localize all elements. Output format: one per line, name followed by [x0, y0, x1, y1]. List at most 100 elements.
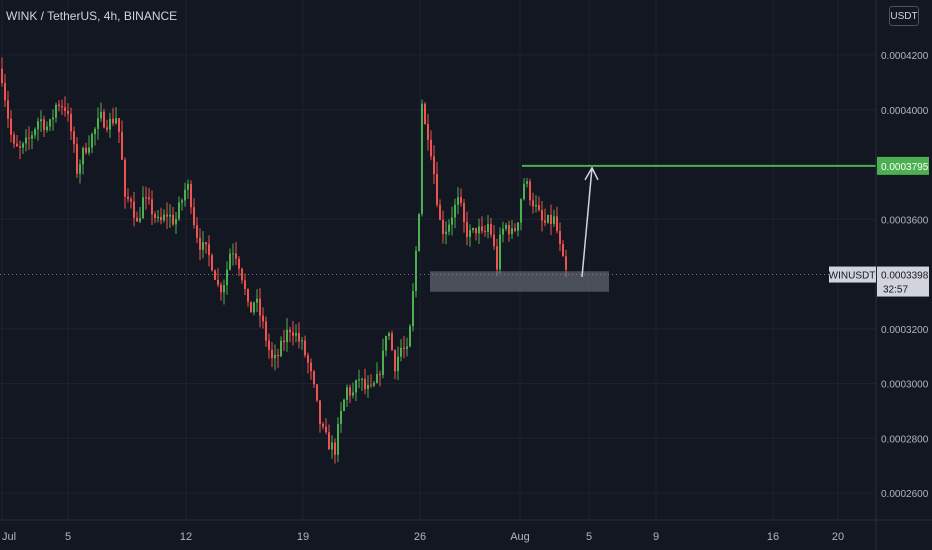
candle-body	[58, 104, 60, 107]
candle-body	[214, 270, 216, 280]
candle-body	[544, 220, 546, 223]
candle	[298, 322, 300, 349]
candle-body	[337, 423, 339, 455]
candle	[172, 206, 174, 227]
candle	[442, 210, 444, 244]
candle-body	[100, 111, 102, 119]
price-tick-label: 0.0002800	[881, 434, 929, 445]
candle	[502, 221, 504, 243]
currency-button[interactable]: USDT	[889, 6, 919, 26]
candle-body	[247, 289, 249, 302]
candle	[235, 242, 237, 265]
candle	[385, 335, 387, 357]
candle-body	[517, 222, 519, 231]
candle	[199, 228, 201, 260]
candle	[523, 178, 525, 201]
candle-body	[538, 204, 540, 211]
candle	[136, 211, 138, 222]
candle	[124, 157, 126, 209]
candle	[193, 198, 195, 229]
candle	[289, 326, 291, 343]
candle	[283, 329, 285, 351]
candle-body	[127, 196, 129, 200]
candle-body	[154, 214, 156, 219]
candle	[274, 344, 276, 371]
candle-body	[184, 189, 186, 201]
candle	[430, 130, 432, 161]
candle-body	[532, 200, 534, 207]
candle-body	[4, 83, 6, 101]
candle-body	[463, 203, 465, 222]
candle-body	[499, 234, 501, 270]
candle	[7, 91, 9, 129]
candle	[40, 110, 42, 133]
candle-body	[85, 147, 87, 153]
candle-body	[151, 199, 153, 215]
candle	[478, 218, 480, 244]
candle	[409, 324, 411, 348]
candle-body	[367, 384, 369, 389]
candle-body	[361, 378, 363, 380]
candle	[151, 190, 153, 226]
candle	[181, 198, 183, 211]
candle-body	[475, 227, 477, 234]
candle-body	[61, 106, 63, 108]
candle	[394, 349, 396, 379]
candle-body	[391, 333, 393, 351]
candle	[34, 127, 36, 139]
candle-body	[16, 143, 18, 147]
arrow-shaft[interactable]	[581, 167, 593, 278]
candle	[379, 370, 381, 387]
candle-body	[325, 426, 327, 433]
candle-body	[373, 382, 375, 386]
candle-body	[64, 107, 66, 112]
candle-body	[40, 119, 42, 122]
candle-body	[301, 340, 303, 342]
candle-body	[199, 237, 201, 250]
candle-body	[43, 119, 45, 131]
time-tick-label: 26	[414, 531, 426, 543]
candle	[382, 338, 384, 379]
candle-body	[370, 384, 372, 386]
candle	[109, 112, 111, 139]
candle	[187, 179, 189, 199]
candle	[145, 186, 147, 210]
time-tick-label: 5	[586, 531, 592, 543]
candle-body	[232, 253, 234, 255]
price-tick-label: 0.0002600	[881, 489, 929, 500]
candle	[481, 216, 483, 234]
target-price-badge	[877, 156, 929, 175]
candle	[544, 208, 546, 227]
candle	[262, 307, 264, 329]
candle-body	[172, 214, 174, 225]
support-zone[interactable]	[430, 271, 609, 292]
countdown-label: 32:57	[883, 285, 908, 296]
candle-body	[421, 103, 423, 214]
candle-body	[451, 217, 453, 225]
candle-body	[181, 200, 183, 203]
candle	[280, 336, 282, 358]
candle	[127, 188, 129, 203]
candle	[487, 214, 489, 239]
candle	[73, 126, 75, 153]
candle	[49, 118, 51, 132]
candle	[328, 424, 330, 450]
candle-body	[565, 256, 567, 270]
candle	[367, 375, 369, 398]
candle	[406, 337, 408, 357]
candle-body	[160, 216, 162, 221]
candle	[352, 382, 354, 399]
candle-body	[88, 147, 90, 153]
candle	[457, 187, 459, 215]
candle	[316, 384, 318, 403]
candle-body	[178, 202, 180, 219]
candle-body	[352, 392, 354, 396]
candle	[211, 253, 213, 272]
candle-body	[91, 134, 93, 148]
candle-body	[37, 121, 39, 130]
candle	[130, 196, 132, 209]
candle-body	[208, 244, 210, 256]
candle-body	[112, 118, 114, 124]
candle	[496, 238, 498, 277]
